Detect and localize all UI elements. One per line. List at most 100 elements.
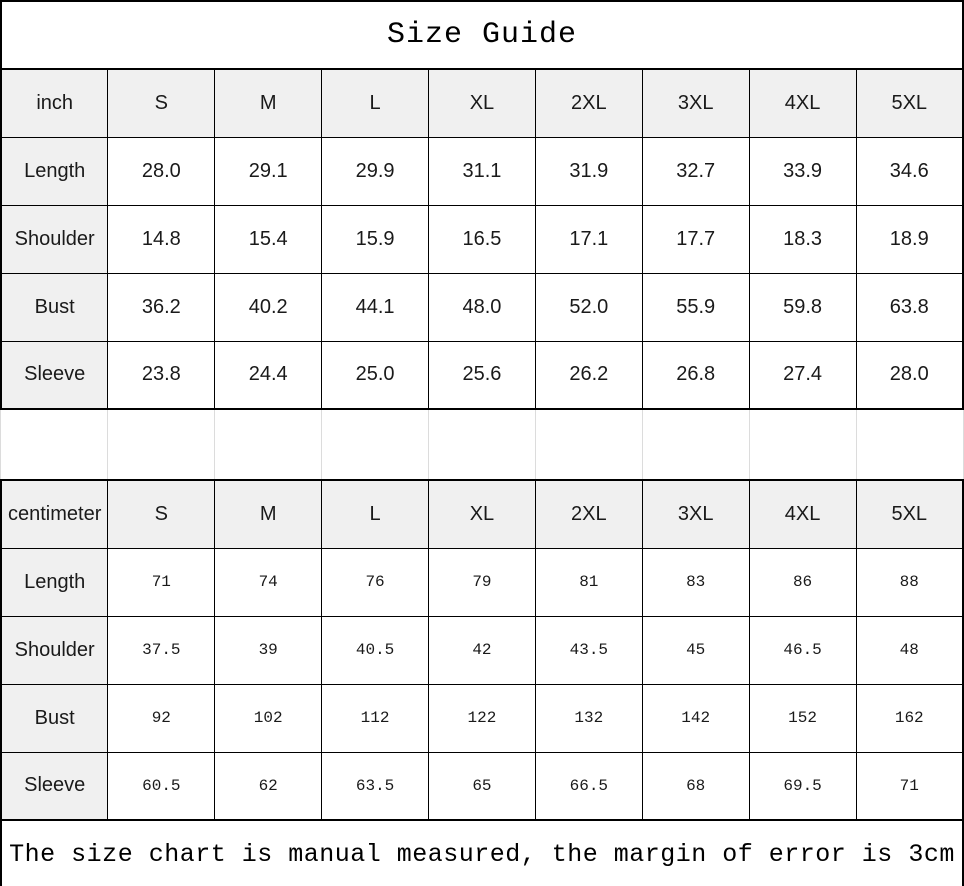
gap-cell [536,410,643,479]
value-cell: 17.1 [534,204,643,274]
value-cell: 42 [428,615,536,685]
value-cell: 29.9 [321,136,429,206]
row-label: Sleeve [0,751,109,821]
cm-shoulder-row: Shoulder 37.5 39 40.5 42 43.5 45 46.5 48 [0,615,964,685]
size-header-xl: XL [428,68,536,138]
value-cell: 122 [428,683,536,753]
value-cell: 28.0 [107,136,216,206]
value-cell: 60.5 [107,751,216,821]
value-cell: 88 [855,547,964,617]
row-label: Shoulder [0,615,109,685]
gap-cell [857,410,964,479]
size-header-3xl: 3XL [641,479,750,549]
value-cell: 71 [107,547,216,617]
value-cell: 31.9 [534,136,643,206]
footer-note: The size chart is manual measured, the m… [9,840,955,869]
size-header-s: S [107,68,216,138]
size-header-2xl: 2XL [534,68,643,138]
value-cell: 40.2 [214,272,323,342]
value-cell: 71 [855,751,964,821]
size-header-4xl: 4XL [748,479,857,549]
value-cell: 15.4 [214,204,323,274]
gap-cell [0,410,108,479]
value-cell: 14.8 [107,204,216,274]
value-cell: 162 [855,683,964,753]
gap-cell [215,410,322,479]
value-cell: 34.6 [855,136,964,206]
value-cell: 86 [748,547,857,617]
value-cell: 39 [214,615,323,685]
value-cell: 27.4 [748,340,857,410]
size-header-xl: XL [428,479,536,549]
value-cell: 132 [534,683,643,753]
size-header-3xl: 3XL [641,68,750,138]
value-cell: 23.8 [107,340,216,410]
value-cell: 45 [641,615,750,685]
value-cell: 52.0 [534,272,643,342]
value-cell: 36.2 [107,272,216,342]
inch-size-table: inch S M L XL 2XL 3XL 4XL 5XL Length 28.… [0,68,964,410]
value-cell: 28.0 [855,340,964,410]
value-cell: 16.5 [428,204,536,274]
value-cell: 32.7 [641,136,750,206]
value-cell: 79 [428,547,536,617]
value-cell: 18.3 [748,204,857,274]
value-cell: 40.5 [321,615,429,685]
value-cell: 62 [214,751,323,821]
gap-cell [643,410,750,479]
value-cell: 44.1 [321,272,429,342]
value-cell: 112 [321,683,429,753]
value-cell: 66.5 [534,751,643,821]
row-label: Length [0,547,109,617]
unit-label-inch: inch [0,68,109,138]
value-cell: 92 [107,683,216,753]
value-cell: 74 [214,547,323,617]
inch-sleeve-row: Sleeve 23.8 24.4 25.0 25.6 26.2 26.8 27.… [0,340,964,410]
value-cell: 25.0 [321,340,429,410]
inch-length-row: Length 28.0 29.1 29.9 31.1 31.9 32.7 33.… [0,136,964,206]
size-header-l: L [321,479,429,549]
size-header-s: S [107,479,216,549]
inch-header-row: inch S M L XL 2XL 3XL 4XL 5XL [0,68,964,138]
size-header-4xl: 4XL [748,68,857,138]
value-cell: 102 [214,683,323,753]
value-cell: 37.5 [107,615,216,685]
value-cell: 33.9 [748,136,857,206]
value-cell: 25.6 [428,340,536,410]
row-label: Bust [0,272,109,342]
value-cell: 68 [641,751,750,821]
value-cell: 26.2 [534,340,643,410]
centimeter-size-table: centimeter S M L XL 2XL 3XL 4XL 5XL Leng… [0,479,964,821]
cm-length-row: Length 71 74 76 79 81 83 86 88 [0,547,964,617]
gap-cell [108,410,215,479]
value-cell: 17.7 [641,204,750,274]
title-bar: Size Guide [0,0,964,68]
value-cell: 48.0 [428,272,536,342]
value-cell: 63.5 [321,751,429,821]
value-cell: 55.9 [641,272,750,342]
row-label: Sleeve [0,340,109,410]
value-cell: 152 [748,683,857,753]
row-label: Bust [0,683,109,753]
page-title: Size Guide [386,18,578,52]
inch-bust-row: Bust 36.2 40.2 44.1 48.0 52.0 55.9 59.8 … [0,272,964,342]
value-cell: 76 [321,547,429,617]
footer-note-bar: The size chart is manual measured, the m… [0,821,964,886]
value-cell: 43.5 [534,615,643,685]
inch-shoulder-row: Shoulder 14.8 15.4 15.9 16.5 17.1 17.7 1… [0,204,964,274]
gap-cell [750,410,857,479]
value-cell: 142 [641,683,750,753]
value-cell: 81 [534,547,643,617]
cm-sleeve-row: Sleeve 60.5 62 63.5 65 66.5 68 69.5 71 [0,751,964,821]
size-header-m: M [214,479,323,549]
value-cell: 83 [641,547,750,617]
value-cell: 26.8 [641,340,750,410]
size-header-m: M [214,68,323,138]
row-label: Shoulder [0,204,109,274]
gap-cell [322,410,429,479]
value-cell: 46.5 [748,615,857,685]
value-cell: 65 [428,751,536,821]
value-cell: 48 [855,615,964,685]
gap-cell [429,410,536,479]
